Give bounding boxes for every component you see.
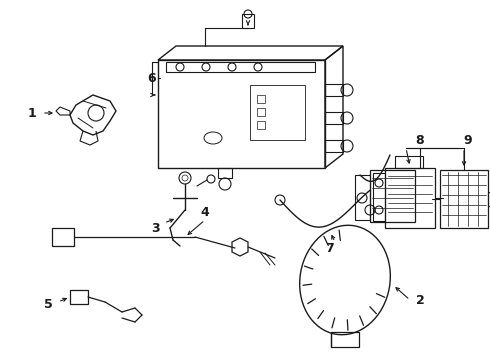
Text: 8: 8 xyxy=(416,134,424,147)
Bar xyxy=(440,170,488,228)
Text: 3: 3 xyxy=(151,221,159,234)
Text: 9: 9 xyxy=(464,134,472,147)
Bar xyxy=(158,60,325,168)
Bar xyxy=(373,173,385,221)
Text: 2: 2 xyxy=(416,293,424,306)
Text: 6: 6 xyxy=(147,72,156,85)
Bar xyxy=(70,290,88,304)
Bar xyxy=(257,108,265,116)
Bar xyxy=(331,332,359,347)
Bar xyxy=(355,175,370,220)
Bar xyxy=(325,84,343,96)
Bar xyxy=(385,168,435,228)
Bar xyxy=(370,170,415,222)
Bar xyxy=(257,121,265,129)
Bar xyxy=(488,192,490,206)
Bar xyxy=(395,156,423,168)
Text: 5: 5 xyxy=(44,298,52,311)
Bar xyxy=(218,168,232,178)
Text: 4: 4 xyxy=(200,206,209,219)
Text: 7: 7 xyxy=(326,242,334,255)
Bar xyxy=(257,95,265,103)
Bar xyxy=(250,85,305,140)
Bar xyxy=(52,228,74,246)
Bar xyxy=(325,112,343,124)
Text: 1: 1 xyxy=(27,107,36,120)
Bar xyxy=(242,14,254,28)
Bar xyxy=(166,62,315,72)
Bar xyxy=(325,140,343,152)
